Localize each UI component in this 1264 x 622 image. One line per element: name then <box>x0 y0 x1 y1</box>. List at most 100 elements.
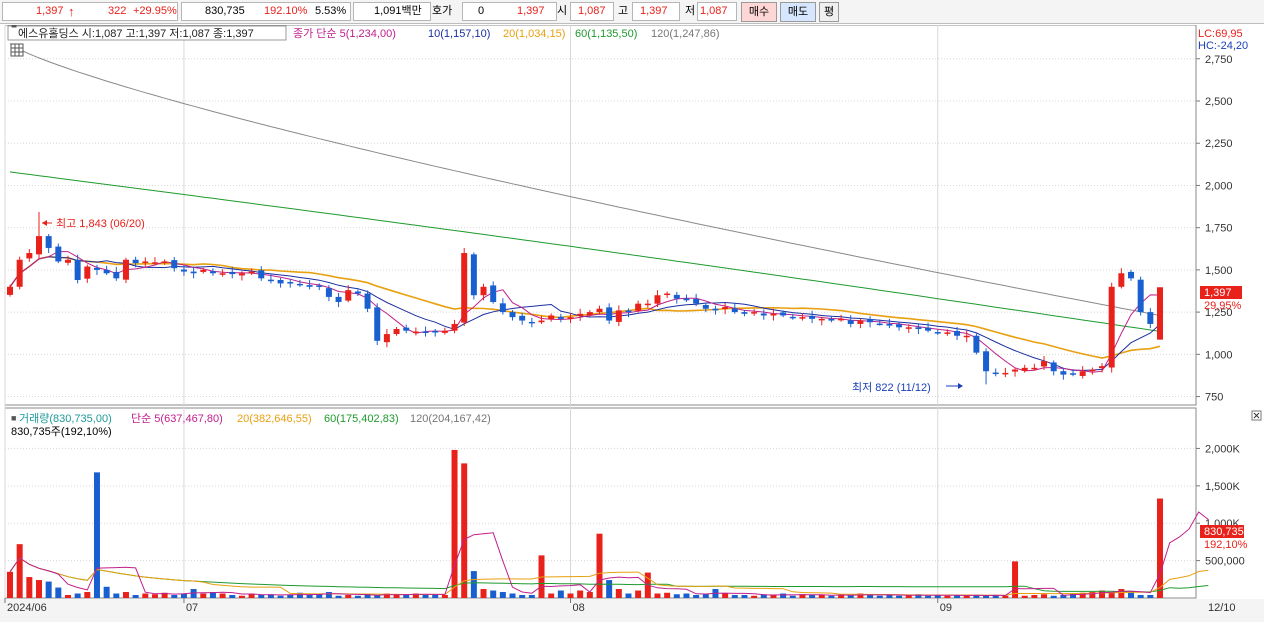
volume-bar[interactable] <box>26 577 33 598</box>
candle-body[interactable] <box>325 288 332 297</box>
candle-body[interactable] <box>335 296 342 302</box>
volume-bar[interactable] <box>828 595 835 598</box>
volume-bar[interactable] <box>973 595 980 598</box>
volume-bar[interactable] <box>857 593 864 598</box>
volume-bar[interactable] <box>528 595 535 598</box>
candle-body[interactable] <box>896 324 903 328</box>
candle-body[interactable] <box>857 320 864 324</box>
volume-bar[interactable] <box>55 587 62 598</box>
volume-bar[interactable] <box>180 593 187 598</box>
volume-bar[interactable] <box>16 544 23 598</box>
candle-body[interactable] <box>490 285 497 302</box>
volume-bar[interactable] <box>567 593 574 598</box>
candle-body[interactable] <box>828 318 835 321</box>
candle-body[interactable] <box>934 332 941 334</box>
volume-bar[interactable] <box>577 590 584 598</box>
candle-body[interactable] <box>1108 286 1115 368</box>
candle-body[interactable] <box>190 271 197 274</box>
candle-body[interactable] <box>963 335 970 338</box>
candle-body[interactable] <box>847 320 854 324</box>
volume-bar[interactable] <box>586 592 593 598</box>
candle-body[interactable] <box>519 315 526 321</box>
candle-body[interactable] <box>16 259 23 287</box>
candle-body[interactable] <box>345 290 352 301</box>
volume-bar[interactable] <box>287 595 294 598</box>
candle-body[interactable] <box>180 269 187 272</box>
volume-bar[interactable] <box>1118 589 1125 598</box>
volume-bar[interactable] <box>345 595 352 598</box>
candle-body[interactable] <box>1070 373 1077 375</box>
volume-bar[interactable] <box>1070 593 1077 598</box>
candle-body[interactable] <box>1147 312 1154 324</box>
volume-bar[interactable] <box>1021 595 1028 598</box>
candle-body[interactable] <box>7 286 13 295</box>
candlesticks[interactable] <box>7 211 1163 385</box>
volume-bar[interactable] <box>132 595 139 598</box>
candle-body[interactable] <box>132 259 139 264</box>
candle-body[interactable] <box>45 236 52 248</box>
volume-bar[interactable] <box>1060 595 1067 598</box>
volume-bar[interactable] <box>296 592 303 598</box>
volume-bar[interactable] <box>383 593 390 598</box>
volume-bar[interactable] <box>461 463 468 598</box>
candle-body[interactable] <box>93 267 100 270</box>
volume-bar[interactable] <box>1147 595 1154 598</box>
volume-bar[interactable] <box>335 595 342 598</box>
volume-bar[interactable] <box>1157 498 1163 598</box>
candle-body[interactable] <box>751 312 758 314</box>
candle-body[interactable] <box>867 319 874 323</box>
candle-body[interactable] <box>403 327 410 331</box>
candle-body[interactable] <box>306 285 313 287</box>
volume-bar[interactable] <box>876 595 883 598</box>
volume-bar[interactable] <box>818 595 825 598</box>
volume-bar[interactable] <box>248 593 255 598</box>
volume-bar[interactable] <box>809 595 816 598</box>
candle-body[interactable] <box>780 312 787 316</box>
candle-body[interactable] <box>702 305 709 309</box>
volume-bar[interactable] <box>693 595 700 598</box>
volume-bar[interactable] <box>374 595 381 598</box>
candle-body[interactable] <box>741 312 748 314</box>
candle-body[interactable] <box>374 307 381 341</box>
candle-body[interactable] <box>113 271 120 279</box>
candle-body[interactable] <box>258 270 265 279</box>
candle-body[interactable] <box>1050 362 1057 372</box>
volume-bar[interactable] <box>780 593 787 598</box>
candle-body[interactable] <box>1012 369 1019 372</box>
candle-body[interactable] <box>171 260 178 269</box>
volume-bar[interactable] <box>393 595 400 598</box>
candle-body[interactable] <box>683 298 690 301</box>
candle-body[interactable] <box>1157 287 1163 340</box>
candle-body[interactable] <box>122 259 129 280</box>
candle-body[interactable] <box>248 271 255 274</box>
volume-bar[interactable] <box>1031 595 1038 598</box>
candle-body[interactable] <box>287 282 294 284</box>
candle-body[interactable] <box>277 280 284 284</box>
volume-bar[interactable] <box>74 593 81 598</box>
volume-bar[interactable] <box>519 595 526 598</box>
candle-body[interactable] <box>1118 273 1125 287</box>
candle-body[interactable] <box>644 303 651 306</box>
volume-bar[interactable] <box>470 571 477 598</box>
candle-body[interactable] <box>809 315 816 319</box>
volume-bar[interactable] <box>1128 592 1135 598</box>
grid-toggle-icon[interactable] <box>10 43 24 57</box>
candle-body[interactable] <box>567 317 574 319</box>
volume-bar[interactable] <box>103 586 110 598</box>
volume-bar[interactable] <box>1099 590 1106 598</box>
volume-bar[interactable] <box>161 592 168 598</box>
candle-body[interactable] <box>1137 279 1144 313</box>
candle-body[interactable] <box>954 331 961 336</box>
volume-bar[interactable] <box>422 594 429 598</box>
candle-body[interactable] <box>55 246 62 262</box>
volume-bar[interactable] <box>654 593 661 598</box>
volume-bar[interactable] <box>1012 561 1019 598</box>
volume-bar[interactable] <box>35 580 42 598</box>
candle-body[interactable] <box>1021 367 1028 371</box>
sell-button[interactable]: 매도 <box>780 2 816 22</box>
candle-body[interactable] <box>818 318 825 321</box>
candle-body[interactable] <box>770 313 777 316</box>
candle-body[interactable] <box>586 312 593 316</box>
candle-body[interactable] <box>219 273 226 275</box>
volume-bar[interactable] <box>122 592 129 598</box>
